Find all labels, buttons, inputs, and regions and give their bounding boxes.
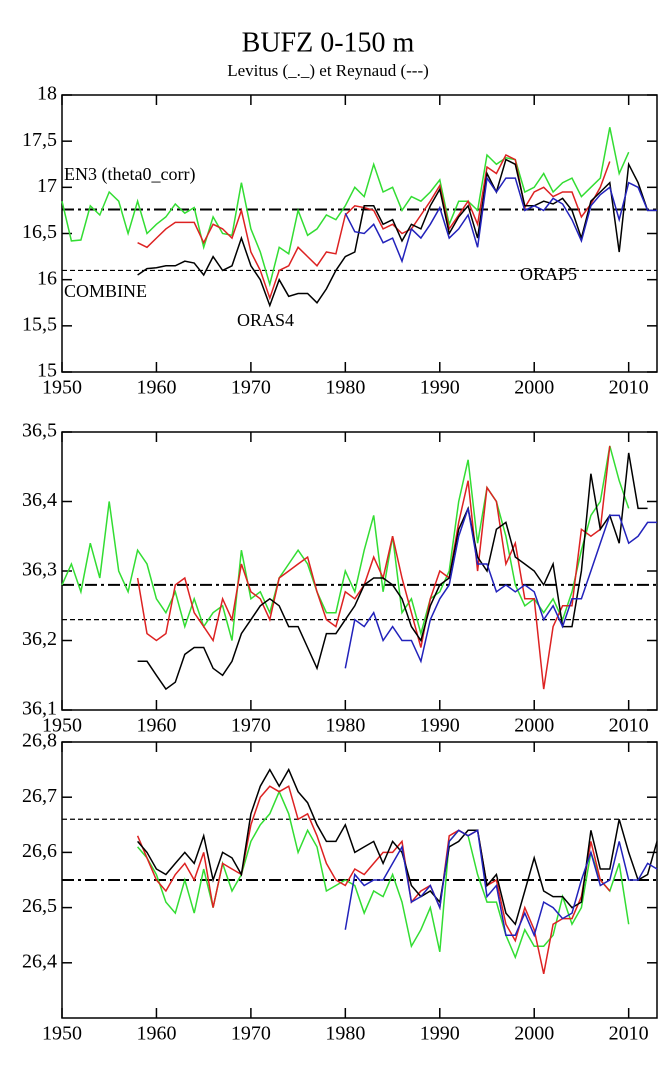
y-tick-label: 36,4 — [22, 489, 57, 511]
series-line — [136, 445, 611, 690]
series-line — [344, 176, 657, 264]
series-line — [344, 508, 657, 669]
x-tick-label: 1980 — [325, 715, 365, 737]
x-tick-label: 1970 — [231, 715, 271, 737]
chart-title: BUFZ 0-150 m — [242, 27, 415, 58]
series-line — [137, 452, 648, 691]
x-tick-label: 1960 — [136, 715, 176, 737]
y-tick-label: 26,6 — [22, 840, 57, 862]
series-line — [61, 127, 630, 288]
y-tick-label: 36,1 — [22, 698, 57, 720]
y-tick-label: 36,2 — [22, 628, 57, 650]
series-line — [137, 154, 611, 301]
series-line — [137, 158, 657, 308]
x-tick-label: 2010 — [609, 715, 649, 737]
x-tick-label: 1950 — [42, 377, 82, 399]
x-tick-label: 2000 — [514, 715, 554, 737]
x-tick-label: 2000 — [514, 377, 554, 399]
y-tick-label: 16,5 — [22, 221, 57, 243]
y-tick-label: 26,5 — [22, 895, 57, 917]
x-tick-label: 1950 — [42, 715, 82, 737]
x-tick-label: 1950 — [42, 1023, 82, 1045]
x-tick-label: 2010 — [609, 1023, 649, 1045]
x-tick-label: 2010 — [609, 377, 649, 399]
series-line — [137, 767, 658, 926]
series-label: ORAP5 — [520, 264, 577, 284]
plot-frame — [61, 94, 658, 373]
x-tick-label: 1970 — [231, 377, 271, 399]
x-tick-label: 1990 — [420, 715, 460, 737]
x-tick-label: 2000 — [514, 1023, 554, 1045]
x-tick-label: 1990 — [420, 1023, 460, 1045]
series-label: EN3 (theta0_corr) — [64, 164, 195, 185]
series-line — [136, 785, 611, 974]
y-tick-label: 16 — [37, 267, 57, 289]
y-tick-label: 15 — [37, 360, 57, 382]
x-tick-label: 1970 — [231, 1023, 271, 1045]
y-tick-label: 26,7 — [22, 785, 57, 807]
y-tick-label: 17 — [37, 175, 57, 197]
series-line — [344, 829, 658, 938]
y-tick-label: 17,5 — [22, 129, 57, 151]
y-tick-label: 26,8 — [22, 730, 57, 752]
x-tick-label: 1980 — [325, 1023, 365, 1045]
y-tick-label: 26,4 — [22, 950, 57, 972]
x-tick-label: 1960 — [136, 1023, 176, 1045]
series-label: ORAS4 — [237, 310, 294, 330]
y-tick-label: 15,5 — [22, 313, 57, 335]
y-tick-label: 36,5 — [22, 420, 57, 442]
series-label: COMBINE — [64, 281, 147, 301]
x-tick-label: 1980 — [325, 377, 365, 399]
x-tick-label: 1990 — [420, 377, 460, 399]
y-tick-label: 36,3 — [22, 559, 57, 581]
x-tick-label: 1960 — [136, 377, 176, 399]
series-line — [61, 445, 630, 641]
y-tick-label: 18 — [37, 83, 57, 105]
chart-subtitle: Levitus (_._) et Reynaud (---) — [227, 61, 429, 80]
